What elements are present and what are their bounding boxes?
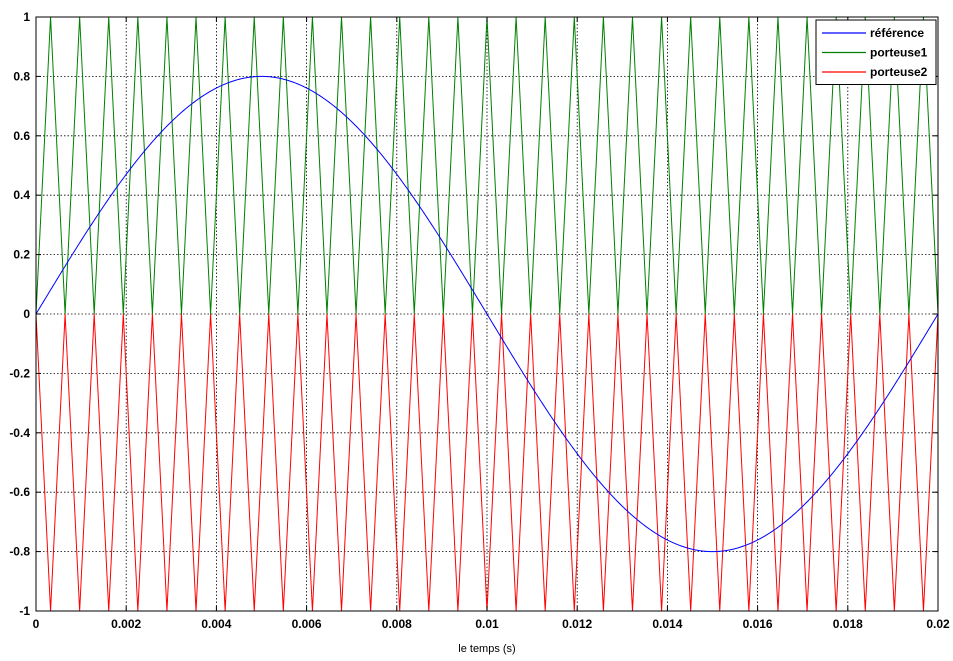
x-tick-label: 0.014 xyxy=(652,617,682,631)
x-tick-label: 0.016 xyxy=(743,617,773,631)
legend-label: référence xyxy=(870,26,924,40)
x-tick-label: 0.012 xyxy=(562,617,592,631)
legend: référence porteuse1 porteuse2 xyxy=(815,19,937,85)
x-axis-title: le temps (s) xyxy=(458,643,515,655)
x-tick-label: 0.018 xyxy=(833,617,863,631)
x-tick-label: 0 xyxy=(33,617,40,631)
y-tick-label: -0.6 xyxy=(9,485,30,499)
y-tick-label: 0.4 xyxy=(13,188,30,202)
x-tick-label: 0.01 xyxy=(475,617,499,631)
x-tick-label: 0.02 xyxy=(926,617,950,631)
y-tick-label: 0.2 xyxy=(13,248,30,262)
y-tick-label: -0.2 xyxy=(9,366,30,380)
y-tick-label: 0.6 xyxy=(13,129,30,143)
series-line-référence xyxy=(35,75,939,553)
ticks: 0 0.002 0.004 0.006 0.008 0.01 0.012 0.014 0.016… xyxy=(9,10,950,631)
y-tick-label: -0.4 xyxy=(9,426,30,440)
x-tick-label: 0.008 xyxy=(382,617,412,631)
y-tick-label: -0.8 xyxy=(9,545,30,559)
y-tick-label: 0 xyxy=(23,307,30,321)
x-tick-label: 0.004 xyxy=(201,617,231,631)
legend-label: porteuse1 xyxy=(870,46,928,60)
y-tick-label: -1 xyxy=(19,604,30,618)
y-tick-label: 0.8 xyxy=(13,69,30,83)
grid xyxy=(36,17,938,611)
y-tick-label: 1 xyxy=(23,10,30,24)
x-tick-label: 0.006 xyxy=(292,617,322,631)
x-tick-label: 0.002 xyxy=(111,617,141,631)
legend-label: porteuse2 xyxy=(870,65,928,79)
